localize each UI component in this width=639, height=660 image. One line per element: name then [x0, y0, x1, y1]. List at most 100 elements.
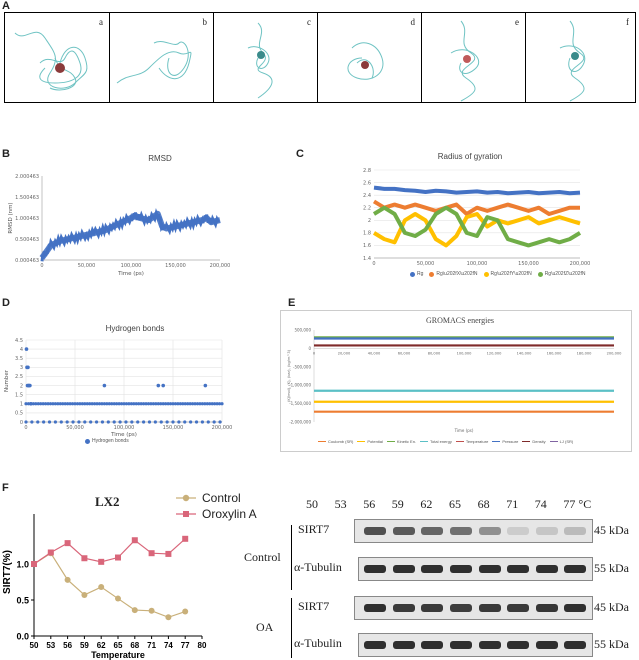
hbond-point [156, 402, 160, 406]
structure-label-a: a [99, 17, 103, 27]
gromacs-legend-item: Temperature [455, 439, 488, 444]
y-tick-label: 4.5 [15, 338, 23, 344]
control-point [64, 576, 71, 583]
x-tick-label: 71 [147, 641, 156, 650]
gromacs-legend-marker [386, 440, 395, 443]
x-tick-label: 160,000 [547, 351, 563, 355]
y-tick-label: 2.2 [363, 206, 371, 212]
x-axis-label: Time (ps) [117, 271, 144, 277]
hbond-point [127, 402, 131, 406]
hbonds-chart: 0 0.5 1 1.5 2 2.5 3 3.5 4 4.5 0 50,000 100,000 150,00… [4, 338, 232, 438]
hbond-point [115, 402, 119, 406]
protein-ribbon-a [14, 31, 88, 91]
x-tick-label: 180,000 [577, 351, 593, 355]
hbond-point [122, 402, 126, 406]
blot-temperature-label: 53 [334, 497, 347, 511]
hbond-point [105, 402, 109, 406]
hbond-point [136, 420, 140, 424]
hbond-point [189, 420, 193, 424]
blot-temperature-label: 68 [477, 497, 490, 511]
x-tick-label: 50,000 [78, 263, 96, 269]
hbond-point [154, 402, 158, 406]
panel-label-e: E [288, 297, 296, 309]
hbond-point [151, 402, 155, 406]
rgy-legend-marker [483, 271, 489, 277]
hbond-point [171, 420, 175, 424]
y-axis-label: RMSD (nm) [8, 202, 14, 233]
oa-group-label: OA [256, 620, 274, 634]
hbond-point [39, 402, 43, 406]
x-tick-label: 150,000 [518, 261, 539, 267]
hbond-point [70, 402, 75, 406]
gromacs-legend-marker [492, 440, 501, 443]
x-tick-label: 100,000 [467, 261, 488, 267]
hbond-point [90, 402, 94, 406]
hbond-point [220, 402, 224, 406]
x-axis-label: Time (ps) [454, 428, 474, 433]
hbond-point [166, 402, 170, 406]
gromacs-frame [280, 310, 632, 452]
rgx-legend-marker [429, 271, 435, 277]
y-tick-label: 1.8 [363, 231, 371, 237]
hbond-point [63, 402, 67, 406]
hbond-point [212, 420, 216, 424]
rgz-legend-item: Rg\u202fZ\u202fN [537, 271, 586, 277]
x-tick-label: 56 [63, 641, 72, 650]
hbond-point [95, 402, 99, 406]
y-tick-label: -500,000 [293, 364, 311, 369]
y-tick-label: 0.5 [15, 411, 23, 417]
control-point [165, 614, 172, 621]
protein-ribbon-c [247, 22, 273, 99]
hbond-point [217, 402, 222, 406]
hbond-point [107, 402, 111, 406]
x-tick-label: 100,000 [114, 425, 135, 431]
blot-band [478, 565, 501, 573]
hbond-point [48, 402, 53, 406]
hbond-point [177, 420, 181, 424]
y-tick-label: 1 [20, 402, 23, 408]
sirt7-blot-strip [354, 596, 593, 620]
gromacs-legend-item: Total energy [420, 439, 452, 444]
structure-f: f [525, 13, 635, 102]
hbond-point [156, 383, 161, 388]
sirt7-row-label: SIRT7 [298, 599, 330, 613]
blot-band [507, 604, 530, 612]
structure-label-b: b [202, 17, 208, 27]
rg-series-3-line [372, 205, 582, 248]
hbond-point [29, 401, 33, 406]
hbond-point [183, 402, 187, 406]
x-tick-label: 0 [313, 351, 316, 355]
hbond-point [26, 365, 30, 370]
hbond-point [41, 402, 45, 406]
gromacs-legend-label: Density [532, 439, 546, 444]
rg-series-0-line [373, 185, 581, 196]
gromacs-legend-marker [357, 440, 366, 443]
y-tick-label: 0.5 [16, 596, 29, 606]
hbond-point [71, 420, 75, 424]
panel-label-a: A [2, 0, 10, 12]
oroxylin-series-line [33, 538, 186, 565]
rgz-legend-label: Rg\u202fZ\u202fN [544, 271, 586, 277]
hbond-point [208, 402, 212, 406]
structure-label-d: d [410, 17, 416, 27]
hbond-point [24, 402, 28, 406]
gromacs-legend-item: Density [522, 439, 546, 444]
kda-label: 55 kDa [594, 561, 629, 575]
hbond-point [112, 402, 116, 406]
sirt7-row-label: SIRT7 [298, 522, 330, 536]
blot-band [421, 641, 444, 649]
hbond-point [210, 402, 214, 406]
hbond-point [75, 402, 80, 406]
blot-band [421, 527, 444, 535]
control-point [115, 595, 121, 602]
rgx-legend-label: Rg\u202fX\u202fN [436, 271, 478, 277]
blot-temperature-label: 59 [391, 497, 404, 511]
y-tick-label: 3.5 [15, 356, 23, 362]
y-tick-label: 2 [20, 383, 23, 389]
oroxylin-legend-marker [176, 511, 196, 517]
oroxylin-point [115, 554, 121, 561]
hbond-point [194, 420, 199, 424]
hbond-point [36, 420, 40, 424]
hbond-point [51, 402, 55, 406]
oroxylin-point [64, 540, 71, 547]
